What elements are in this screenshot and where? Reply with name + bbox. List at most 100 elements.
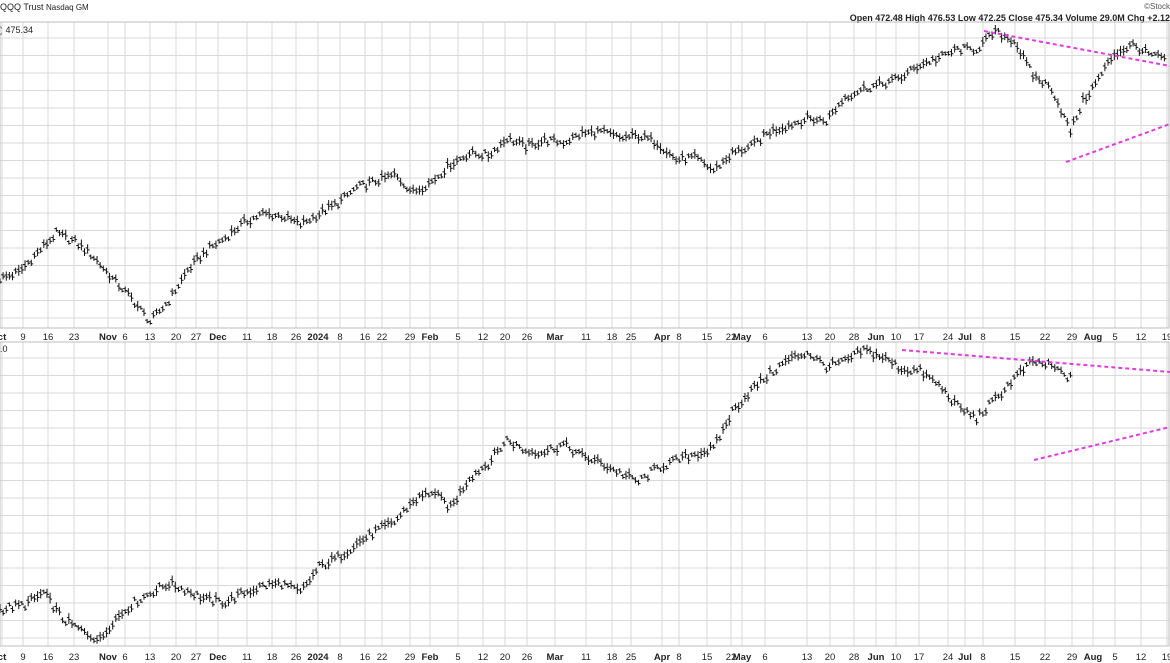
ohlc-bar xyxy=(188,263,193,274)
x-tick-label: Jun xyxy=(868,332,885,343)
x-tick-label: 19 xyxy=(1162,332,1170,343)
ohlc-bar xyxy=(223,234,228,242)
ohlc-bar xyxy=(132,596,137,602)
ohlc-bar xyxy=(721,157,726,165)
ohlc-bar xyxy=(317,561,322,566)
ohlc-bar xyxy=(767,365,772,374)
ohlc-bar xyxy=(1037,75,1042,85)
x-tick-label: 9 xyxy=(20,332,25,343)
ohlc-bar xyxy=(295,215,300,226)
ohlc-bar xyxy=(930,55,935,62)
ohlc-bar xyxy=(354,183,359,190)
ohlc-bar xyxy=(1118,45,1123,57)
ohlc-bar xyxy=(630,128,635,139)
ohlc-bar xyxy=(41,589,46,595)
ohlc-bar xyxy=(971,410,976,418)
ohlc-bar xyxy=(664,465,669,470)
ohlc-bar xyxy=(724,155,729,165)
ohlc-bar xyxy=(921,58,926,69)
ohlc-bar xyxy=(382,519,387,530)
ohlc-bar xyxy=(95,635,100,644)
ohlc-bar xyxy=(301,215,306,226)
x-tick-label: 25 xyxy=(626,332,637,343)
ohlc-bar xyxy=(41,239,46,248)
ohlc-bar xyxy=(76,624,81,631)
x-tick-label: 10 xyxy=(891,652,902,663)
ohlc-bar xyxy=(1034,361,1039,367)
ohlc-bar xyxy=(314,215,319,223)
ohlc-bar xyxy=(548,136,553,141)
ohlc-bar xyxy=(711,167,716,174)
ohlc-bar xyxy=(320,203,325,215)
x-tick-label: 26 xyxy=(522,652,533,663)
quote-line: Open 472.48 High 476.53 Low 472.25 Close… xyxy=(849,13,1170,23)
ohlc-bar xyxy=(805,350,810,355)
ohlc-bar xyxy=(921,370,926,382)
ohlc-bar xyxy=(110,275,115,280)
ohlc-bar xyxy=(602,124,607,134)
upper-trendline xyxy=(983,30,1170,67)
ohlc-bar xyxy=(1140,48,1145,55)
x-tick-label: 17 xyxy=(914,652,925,663)
ohlc-bar xyxy=(730,406,735,412)
ohlc-bar xyxy=(376,178,381,187)
ohlc-bar xyxy=(624,131,628,142)
ohlc-bar xyxy=(702,447,707,458)
ohlc-bar xyxy=(373,179,378,186)
ohlc-bar xyxy=(1093,79,1098,88)
x-tick-label: 20 xyxy=(171,332,182,343)
ohlc-bar xyxy=(260,207,265,216)
x-tick-label: 8 xyxy=(980,652,985,663)
x-tick-label: 13 xyxy=(145,332,156,343)
ohlc-bar xyxy=(223,601,228,609)
ohlc-bar xyxy=(761,378,766,383)
ohlc-bar xyxy=(670,455,675,462)
ohlc-bar xyxy=(536,451,541,459)
ohlc-bar xyxy=(210,600,215,607)
ohlc-bar xyxy=(517,444,522,449)
ohlc-bar xyxy=(680,150,685,161)
ohlc-bar xyxy=(733,148,738,156)
ohlc-bar xyxy=(26,259,31,265)
ohlc-bar xyxy=(689,152,694,159)
ohlc-bar xyxy=(564,140,569,145)
ohlc-bar xyxy=(13,267,18,275)
ohlc-bar xyxy=(104,267,109,275)
ohlc-bar xyxy=(4,271,9,281)
ohlc-bar xyxy=(476,153,481,160)
ohlc-bar xyxy=(461,155,466,161)
ohlc-bar xyxy=(467,476,472,483)
ohlc-bar xyxy=(79,239,84,251)
ohlc-bar xyxy=(401,183,406,189)
ohlc-bar xyxy=(379,520,384,529)
ohlc-bar xyxy=(742,392,747,403)
ohlc-bar xyxy=(777,362,782,368)
ohlc-bar xyxy=(1,272,6,280)
ohlc-bar xyxy=(220,601,225,609)
ohlc-bar xyxy=(260,581,265,588)
ohlc-bar xyxy=(282,579,287,586)
ohlc-bar xyxy=(993,391,998,402)
ohlc-bar xyxy=(977,408,982,416)
ohlc-bar xyxy=(10,606,15,613)
ohlc-bar xyxy=(567,446,572,452)
x-tick-label: 8 xyxy=(676,332,681,343)
ohlc-bar xyxy=(445,504,450,513)
ohlc-bar xyxy=(855,90,860,96)
ohlc-bar xyxy=(79,625,84,632)
ohlc-bar xyxy=(611,129,616,139)
ohlc-bar xyxy=(486,151,491,162)
ohlc-bar xyxy=(714,160,719,171)
ohlc-bar xyxy=(589,459,594,464)
ohlc-bar xyxy=(173,289,178,295)
ohlc-bar xyxy=(317,210,322,220)
ohlc-bar xyxy=(348,190,353,195)
ohlc-bar xyxy=(63,229,68,241)
ohlc-bar xyxy=(311,569,315,580)
ohlc-bar xyxy=(520,137,525,147)
ohlc-bar xyxy=(1077,108,1082,115)
ohlc-bar xyxy=(182,269,187,280)
ohlc-bar xyxy=(38,247,43,254)
ohlc-bar xyxy=(949,48,954,57)
x-tick-label: 11 xyxy=(581,652,591,663)
